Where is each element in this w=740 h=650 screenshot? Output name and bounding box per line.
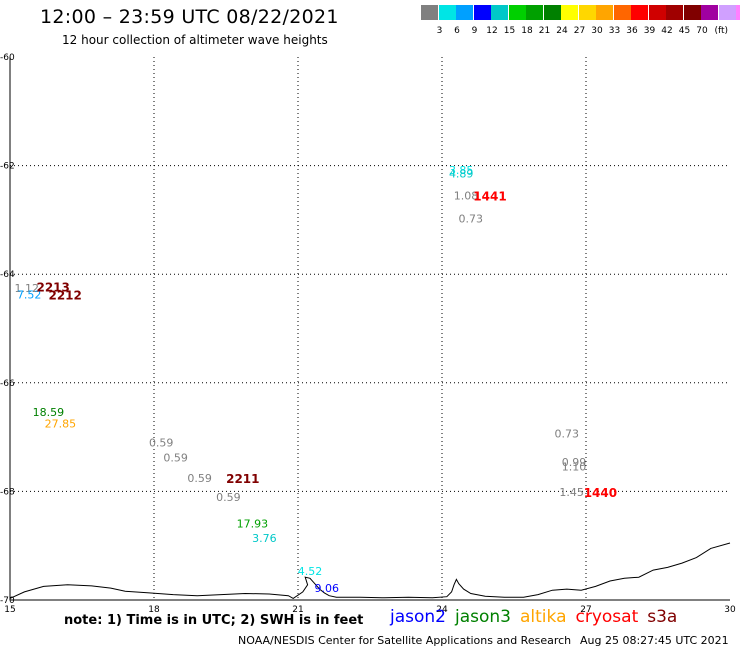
color-swatch bbox=[666, 5, 683, 20]
data-point-label: 4.89 bbox=[449, 168, 474, 181]
data-point-label: 0.59 bbox=[163, 452, 188, 465]
data-point-label: 1.10 bbox=[562, 460, 587, 473]
color-scale-label: 24 bbox=[556, 26, 568, 36]
color-swatch bbox=[596, 5, 613, 20]
color-scale-label: 18 bbox=[521, 26, 533, 36]
color-scale-label: 45 bbox=[678, 26, 691, 36]
color-swatch bbox=[648, 5, 666, 20]
color-scale-label: 36 bbox=[626, 26, 638, 36]
color-scale-label: 6 bbox=[454, 26, 460, 36]
color-scale-label: 27 bbox=[573, 26, 586, 36]
coastline bbox=[9, 542, 731, 599]
color-swatch bbox=[421, 5, 438, 20]
color-swatch bbox=[543, 5, 561, 20]
track-label: 2213 bbox=[36, 281, 69, 295]
data-point-label: 4.52 bbox=[298, 565, 323, 578]
color-scale-label: 33 bbox=[608, 26, 621, 36]
color-swatch bbox=[701, 5, 718, 20]
color-swatch bbox=[491, 5, 508, 20]
legend-entry-altika: altika bbox=[520, 607, 567, 627]
track-label: 2211 bbox=[226, 472, 259, 486]
track-label: 2212 bbox=[48, 288, 81, 302]
color-scale-label: 42 bbox=[661, 26, 673, 36]
data-point-label: 27.85 bbox=[45, 418, 77, 431]
footnote: note: 1) Time is in UTC; 2) SWH is in fe… bbox=[64, 613, 364, 628]
legend-entry-cryosat: cryosat bbox=[575, 607, 639, 627]
color-scale-label: 21 bbox=[538, 26, 551, 36]
data-point-label: 9.06 bbox=[315, 582, 340, 595]
chart-subtitle: 12 hour collection of altimeter wave hei… bbox=[62, 33, 328, 47]
legend-entry-jason2: jason2 bbox=[390, 607, 446, 627]
color-swatch bbox=[456, 5, 473, 20]
color-swatch bbox=[438, 5, 456, 20]
y-tick-label: -70 bbox=[0, 596, 15, 606]
color-swatch bbox=[508, 5, 526, 20]
legend-entry-s3a: s3a bbox=[647, 607, 678, 627]
data-point-label: 0.59 bbox=[187, 472, 212, 485]
data-point-label: 0.99 bbox=[562, 456, 587, 469]
legend-entry-jason3: jason3 bbox=[455, 607, 511, 627]
data-point-label: 0.59 bbox=[216, 491, 241, 504]
x-tick-label: 30 bbox=[724, 605, 736, 615]
color-scale-label: 39 bbox=[643, 26, 656, 36]
color-swatch bbox=[561, 5, 578, 20]
color-swatch bbox=[718, 5, 736, 20]
color-scale-label: 70 bbox=[696, 26, 708, 36]
x-tick-label: 27 bbox=[580, 605, 591, 615]
y-tick-label: -64 bbox=[0, 270, 15, 280]
data-point-label: 0.73 bbox=[555, 427, 580, 440]
color-scale-unit: (ft) bbox=[714, 26, 729, 36]
color-scale-label: 3 bbox=[436, 26, 443, 36]
x-tick-label: 15 bbox=[4, 605, 15, 615]
data-point-label: 1.45 bbox=[559, 486, 584, 499]
color-scale-label: 9 bbox=[471, 26, 478, 36]
data-point-label: 3.76 bbox=[252, 532, 277, 545]
color-swatch bbox=[631, 5, 648, 20]
data-point-label: 7.52 bbox=[17, 288, 42, 301]
data-point-label: 3.85 bbox=[449, 164, 474, 177]
data-point-label: 0.59 bbox=[149, 437, 174, 450]
data-point-label: 1.08 bbox=[454, 189, 479, 202]
y-tick-label: -68 bbox=[0, 487, 15, 497]
track-label: 1440 bbox=[584, 486, 617, 500]
track-label: 1441 bbox=[473, 189, 506, 203]
generated-timestamp: Aug 25 08:27:45 UTC 2021 bbox=[580, 634, 729, 647]
color-scale-label: 30 bbox=[591, 26, 603, 36]
legend: jason2 jason3 altika cryosat s3a bbox=[390, 607, 686, 627]
data-point-label: 17.93 bbox=[237, 517, 269, 530]
data-point-label: 0.73 bbox=[459, 212, 484, 225]
x-tick-label: 21 bbox=[292, 605, 303, 615]
color-scale-label: 15 bbox=[503, 26, 516, 36]
data-point-label: 1.12 bbox=[15, 282, 40, 295]
color-swatch bbox=[736, 5, 740, 20]
color-swatch bbox=[473, 5, 491, 20]
color-swatch bbox=[578, 5, 596, 20]
y-tick-label: -62 bbox=[0, 162, 15, 172]
color-swatch bbox=[613, 5, 631, 20]
color-swatch bbox=[526, 5, 543, 20]
x-tick-label: 18 bbox=[148, 605, 160, 615]
color-scale-label: 12 bbox=[486, 26, 498, 36]
credit-line: NOAA/NESDIS Center for Satellite Applica… bbox=[238, 634, 572, 647]
y-tick-label: -66 bbox=[0, 379, 15, 389]
x-tick-label: 24 bbox=[436, 605, 448, 615]
y-tick-label: -60 bbox=[0, 53, 15, 63]
data-point-label: 18.59 bbox=[33, 406, 65, 419]
color-swatch bbox=[683, 5, 701, 20]
chart-title: 12:00 – 23:59 UTC 08/22/2021 bbox=[40, 6, 339, 28]
